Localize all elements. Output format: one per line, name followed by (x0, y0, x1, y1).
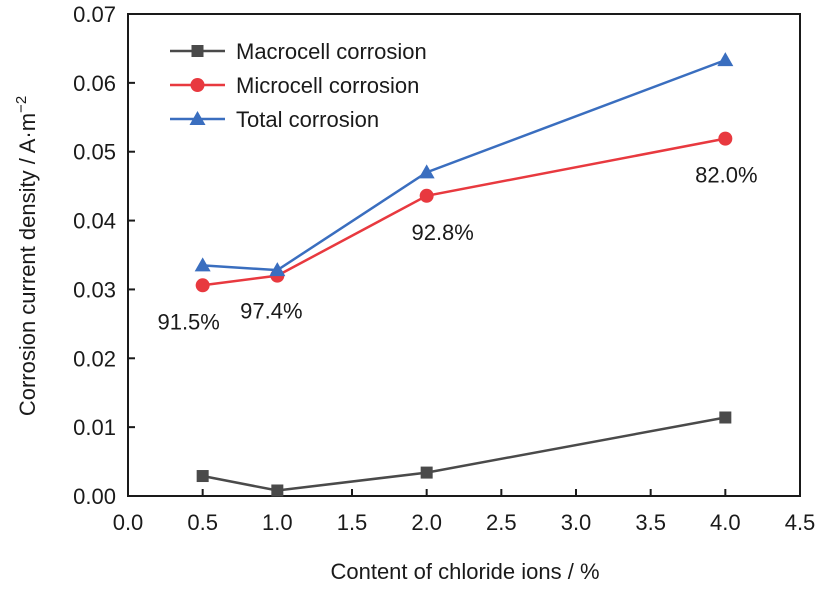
legend-label: Total corrosion (236, 107, 379, 132)
y-tick-label: 0.00 (73, 484, 116, 509)
total-corrosion-line (202, 58, 726, 272)
total-corrosion-point (194, 257, 211, 272)
legend-label: Microcell corrosion (236, 73, 419, 98)
microcell-corrosion-point (419, 188, 434, 203)
annotation-layer: 91.5% 97.4% 92.8% 82.0% (157, 163, 757, 335)
percentage-annotation: 82.0% (695, 163, 757, 188)
legend-item-total-corrosion: Total corrosion (170, 107, 379, 132)
macrocell-corrosion-series (196, 411, 732, 497)
y-tick-label: 0.04 (73, 209, 116, 234)
x-tick-label: 4.5 (785, 510, 816, 535)
macrocell-corrosion-point (196, 470, 209, 483)
legend-marker (191, 45, 204, 57)
macrocell-corrosion-point (271, 484, 284, 497)
legend-item-microcell-corrosion: Microcell corrosion (170, 73, 419, 98)
y-tick-label: 0.07 (73, 2, 116, 27)
plot-area (127, 13, 801, 497)
microcell-corrosion-series (195, 131, 733, 293)
x-tick-label: 1.5 (337, 510, 368, 535)
legend-label: Macrocell corrosion (236, 39, 427, 64)
plot-frame (127, 13, 801, 497)
y-axis: 0.00 0.01 0.02 0.03 0.04 0.05 0.06 0.07 (73, 2, 135, 509)
y-tick-label: 0.01 (73, 415, 116, 440)
total-corrosion-point (418, 164, 435, 179)
microcell-corrosion-line (202, 137, 726, 287)
microcell-corrosion-point (718, 131, 733, 146)
y-tick-label: 0.02 (73, 346, 116, 371)
macrocell-corrosion-line (202, 416, 726, 492)
y-axis-title-main: Corrosion current density / A·m (15, 113, 40, 416)
legend-marker (189, 111, 206, 125)
total-corrosion-point (717, 52, 734, 67)
macrocell-corrosion-point (420, 466, 433, 479)
total-corrosion-point (269, 262, 286, 277)
legend: Macrocell corrosion Microcell corrosion To… (170, 39, 427, 132)
y-tick-label: 0.05 (73, 140, 116, 165)
legend-marker (190, 78, 205, 92)
microcell-corrosion-point (195, 278, 210, 293)
total-corrosion-series (194, 52, 734, 277)
x-tick-label: 3.5 (635, 510, 666, 535)
x-tick-label: 2.5 (486, 510, 517, 535)
y-axis-title-superscript: −2 (13, 96, 30, 113)
x-tick-label: 0.0 (113, 510, 144, 535)
percentage-annotation: 91.5% (157, 309, 219, 334)
macrocell-corrosion-point (719, 411, 732, 424)
percentage-annotation: 92.8% (411, 220, 473, 245)
x-tick-label: 4.0 (710, 510, 741, 535)
y-tick-label: 0.06 (73, 71, 116, 96)
y-axis-title: Corrosion current density / A·m−2 (13, 96, 40, 416)
legend-item-macrocell-corrosion: Macrocell corrosion (170, 39, 427, 64)
x-tick-label: 2.0 (411, 510, 442, 535)
series-layer (194, 52, 734, 497)
x-tick-label: 0.5 (187, 510, 218, 535)
x-axis-title: Content of chloride ions / % (330, 559, 599, 584)
x-tick-label: 3.0 (561, 510, 592, 535)
y-tick-label: 0.03 (73, 277, 116, 302)
x-axis: 0.0 0.5 1.0 1.5 2.0 2.5 3.0 3.5 4.0 4.5 (113, 489, 816, 535)
x-tick-label: 1.0 (262, 510, 293, 535)
percentage-annotation: 97.4% (240, 299, 302, 324)
